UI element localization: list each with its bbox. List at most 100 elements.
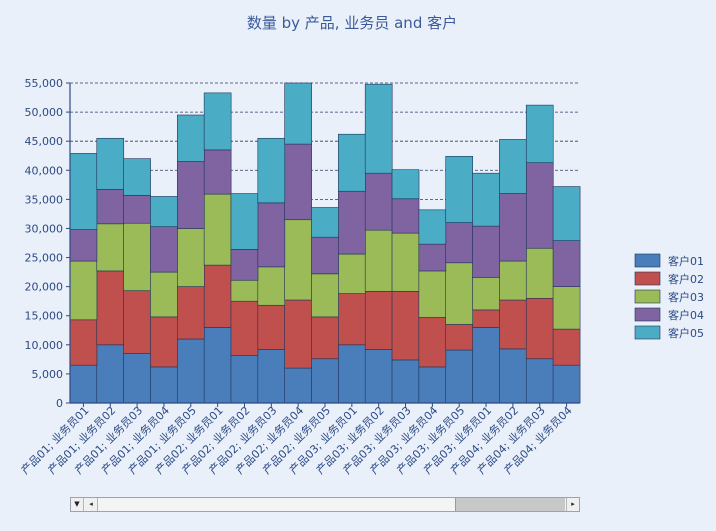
bar-segment bbox=[364, 349, 393, 404]
y-tick-label: 20,000 bbox=[25, 281, 64, 294]
scroll-right-button[interactable]: ▸ bbox=[566, 498, 579, 511]
bar-segment bbox=[176, 338, 205, 404]
bar-segment bbox=[257, 266, 286, 306]
bar-segment bbox=[472, 225, 500, 278]
bar-segment bbox=[69, 229, 98, 262]
y-tick-label: 50,000 bbox=[25, 106, 64, 119]
legend-swatch bbox=[634, 325, 661, 340]
y-tick-label: 45,000 bbox=[25, 135, 64, 148]
bar-segment bbox=[123, 158, 151, 196]
bar-segment bbox=[418, 317, 447, 368]
bar-segment bbox=[96, 137, 125, 190]
bar-segment bbox=[499, 260, 527, 301]
bar-segment bbox=[418, 209, 447, 245]
bar-segment bbox=[230, 279, 259, 302]
bar-segment bbox=[311, 236, 339, 275]
bar-segment bbox=[499, 348, 527, 404]
bar-segment bbox=[257, 202, 286, 268]
y-tick-label: 55,000 bbox=[25, 77, 64, 90]
bar-segment bbox=[391, 198, 420, 234]
bars bbox=[69, 82, 581, 404]
bar-segment bbox=[391, 232, 420, 292]
bar-segment bbox=[203, 327, 232, 404]
y-tick-label: 35,000 bbox=[25, 193, 64, 206]
bar-segment bbox=[525, 104, 554, 164]
bar-segment bbox=[418, 270, 447, 318]
bar-segment bbox=[445, 349, 474, 404]
bar-segment bbox=[123, 290, 151, 354]
bar-segment bbox=[230, 193, 259, 250]
bar-segment bbox=[364, 172, 393, 231]
y-tick-label: 25,000 bbox=[25, 252, 64, 265]
scroll-left-button[interactable]: ◂ bbox=[85, 498, 98, 511]
legend[interactable]: 客户01 客户02 客户03 客户04 客户05 bbox=[634, 253, 704, 340]
bar-segment bbox=[338, 253, 366, 294]
bar-segment bbox=[552, 328, 581, 366]
bar-segment bbox=[391, 169, 420, 200]
legend-swatch bbox=[634, 271, 661, 286]
bar-segment bbox=[69, 260, 98, 321]
bar-segment bbox=[552, 240, 581, 287]
bar-segment bbox=[123, 194, 151, 224]
legend-label: 客户05 bbox=[668, 326, 704, 340]
bar-segment bbox=[445, 324, 474, 351]
legend-label: 客户02 bbox=[668, 272, 704, 286]
bar-segment bbox=[472, 172, 500, 227]
bar-segment bbox=[176, 286, 205, 340]
bar-segment bbox=[552, 364, 581, 404]
legend-swatch bbox=[634, 253, 661, 268]
y-axis-ticks: 0 5,000 10,000 15,000 20,000 25,000 30,000 35,0… bbox=[25, 77, 70, 410]
bar-segment bbox=[445, 222, 474, 264]
bar-segment bbox=[96, 189, 125, 225]
bar-segment bbox=[311, 316, 339, 360]
bar-segment bbox=[472, 277, 500, 311]
bar-segment bbox=[176, 228, 205, 287]
bar-segment bbox=[203, 92, 232, 151]
bar-segment bbox=[150, 196, 178, 228]
bar-segment bbox=[69, 153, 98, 230]
y-tick-label: 15,000 bbox=[25, 310, 64, 323]
bar-segment bbox=[364, 229, 393, 292]
bar-segment bbox=[69, 319, 98, 366]
bar-segment bbox=[525, 247, 554, 299]
bar-segment bbox=[284, 82, 312, 145]
bar-segment bbox=[284, 367, 312, 404]
bar-segment bbox=[364, 290, 393, 350]
bar-segment bbox=[150, 271, 178, 318]
bar-segment bbox=[257, 137, 286, 204]
bar-segment bbox=[96, 344, 125, 404]
bar-segment bbox=[150, 366, 178, 404]
legend-swatch bbox=[634, 289, 661, 304]
bar-segment bbox=[311, 273, 339, 318]
bar-segment bbox=[203, 264, 232, 328]
chart-title: 数量 by 产品, 业务员 and 客户 bbox=[247, 14, 457, 32]
legend-label: 客户01 bbox=[668, 254, 704, 268]
legend-label: 客户04 bbox=[668, 308, 704, 322]
bar-segment bbox=[230, 354, 259, 404]
bar-segment bbox=[445, 156, 474, 223]
bar-segment bbox=[391, 290, 420, 361]
bar-segment bbox=[391, 359, 420, 404]
y-tick-label: 5,000 bbox=[32, 368, 64, 381]
bar-segment bbox=[150, 316, 178, 368]
scroll-left-arrow-icon[interactable]: ▼ bbox=[71, 498, 84, 511]
bar-segment bbox=[123, 222, 151, 292]
y-tick-label: 0 bbox=[56, 397, 63, 410]
bar-segment bbox=[472, 327, 500, 404]
bar-segment bbox=[499, 193, 527, 262]
bar-segment bbox=[230, 300, 259, 356]
bar-segment bbox=[284, 219, 312, 301]
bar-segment bbox=[150, 226, 178, 273]
y-tick-label: 30,000 bbox=[25, 222, 64, 235]
bar-segment bbox=[176, 114, 205, 162]
bar-segment bbox=[311, 358, 339, 404]
bar-segment bbox=[499, 139, 527, 194]
bar-segment bbox=[338, 344, 366, 404]
y-tick-label: 10,000 bbox=[25, 339, 64, 352]
bar-segment bbox=[257, 349, 286, 404]
scrollbar-thumb[interactable] bbox=[455, 498, 565, 511]
horizontal-scrollbar[interactable]: ▼ ◂ ▸ bbox=[70, 497, 580, 512]
y-tick-label: 40,000 bbox=[25, 164, 64, 177]
